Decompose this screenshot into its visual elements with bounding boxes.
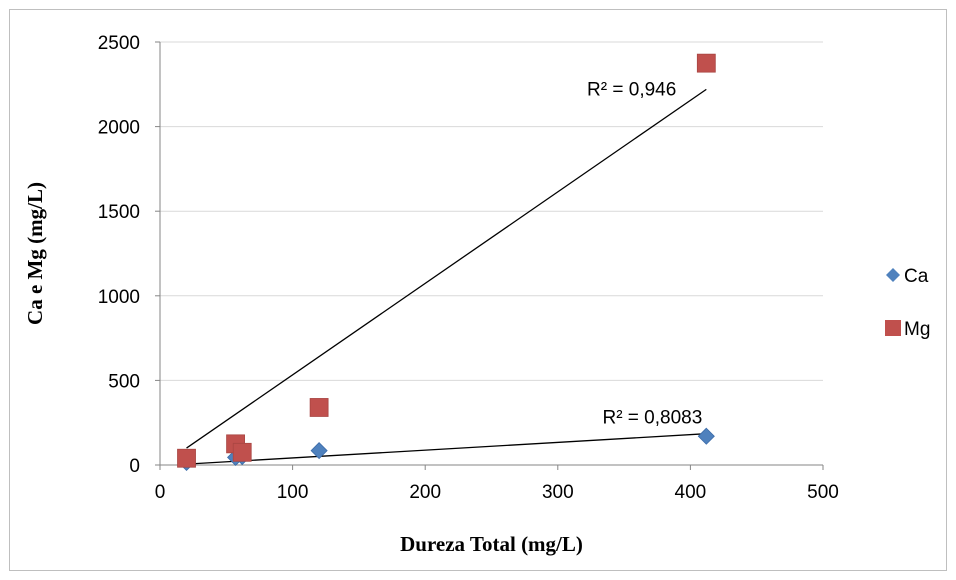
y-tick-label-2: 1000 — [98, 287, 140, 308]
legend-item-ca: Ca — [886, 266, 929, 287]
legend-label-mg: Mg — [904, 319, 930, 340]
point-ca-4 — [697, 427, 715, 445]
y-tick-label-1: 500 — [108, 371, 140, 392]
point-mg-3 — [309, 398, 329, 417]
point-mg-2 — [232, 442, 252, 462]
x-tick-label-5: 500 — [807, 482, 839, 503]
trendline-mg — [186, 88, 707, 449]
legend-marker-ca — [886, 268, 900, 282]
point-ca-3 — [310, 442, 328, 460]
trendline-ca — [186, 433, 707, 465]
axes — [155, 41, 824, 470]
r2-annotations: R² = 0,8083 R² = 0,946 — [587, 79, 702, 428]
point-mg-0 — [177, 448, 196, 468]
gridlines — [160, 41, 823, 381]
legend-marker-mg — [885, 320, 901, 336]
y-axis-title: Ca e Mg (mg/L) — [23, 182, 47, 325]
x-tick-label-3: 300 — [542, 482, 574, 503]
chart-frame — [9, 9, 947, 571]
data-points — [177, 53, 716, 472]
y-tick-label-3: 1500 — [98, 202, 140, 223]
x-tick-label-4: 400 — [675, 482, 707, 503]
x-tick-label-0: 0 — [155, 482, 166, 503]
r2-label-ca: R² = 0,8083 — [602, 408, 702, 429]
legend-item-mg: Mg — [885, 319, 930, 340]
x-tick-label-1: 100 — [277, 482, 309, 503]
trendlines — [186, 88, 707, 465]
x-axis-title: Dureza Total (mg/L) — [400, 532, 583, 556]
y-tick-label-5: 2500 — [98, 33, 140, 54]
x-tick-label-2: 200 — [409, 482, 441, 503]
r2-label-mg: R² = 0,946 — [587, 79, 676, 100]
point-mg-4 — [696, 53, 716, 73]
tick-labels: 0 500 1000 1500 2000 2500 0 100 200 300 400 500 — [98, 33, 839, 503]
legend: Ca Mg — [885, 266, 930, 340]
legend-label-ca: Ca — [904, 266, 929, 287]
y-tick-label-0: 0 — [129, 456, 140, 477]
y-tick-label-4: 2000 — [98, 118, 140, 139]
